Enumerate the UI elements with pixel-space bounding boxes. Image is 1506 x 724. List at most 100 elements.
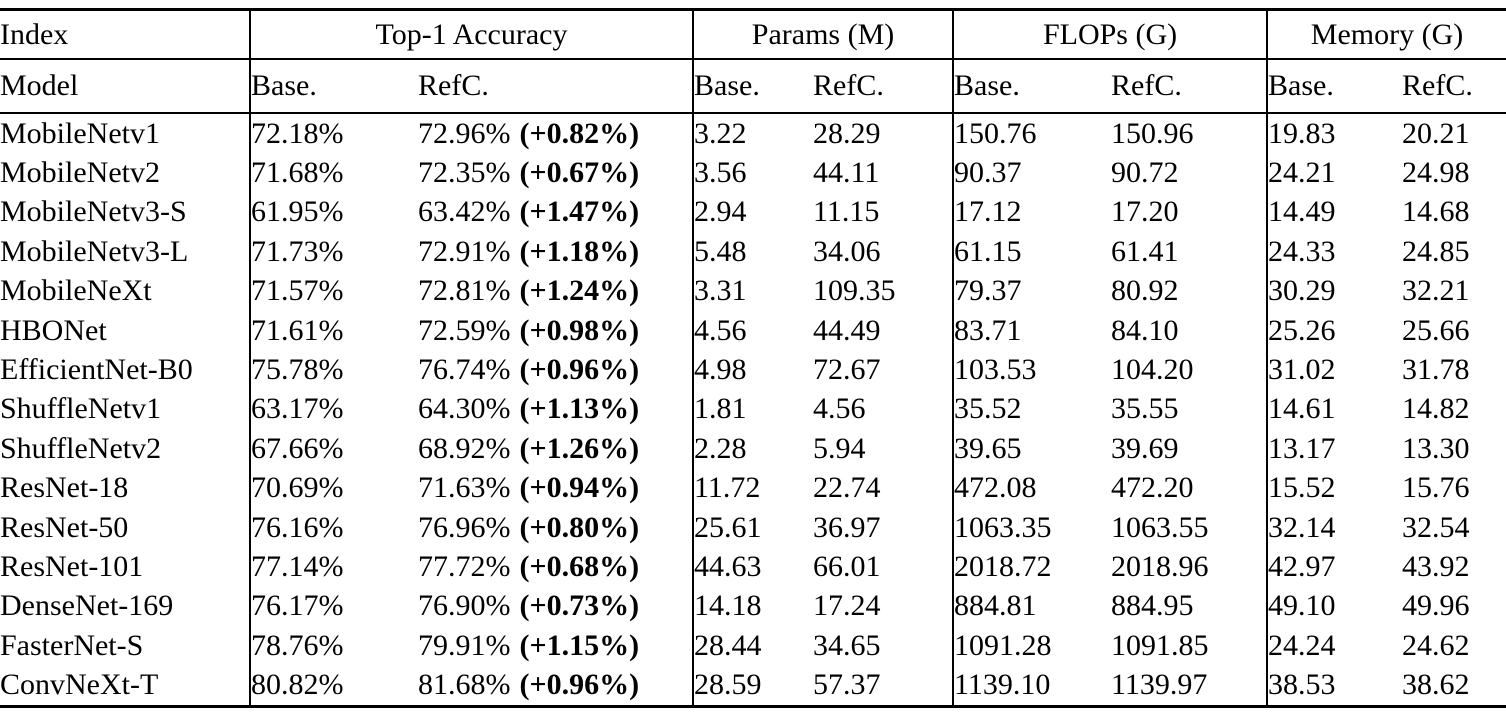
flops-base-cell: 79.37 [952,271,1112,311]
acc-gain: (+1.26%) [519,431,640,465]
acc-refc-value: 72.35% [418,156,511,190]
acc-refc-cell: 81.68% (+0.96%) [418,665,693,706]
flops-refc-cell: 2018.96 [1111,549,1209,583]
table-row: EfficientNet-B0 75.78% 76.74% (+0.96%) 4.… [0,350,1506,390]
acc-base-cell: 72.18% [249,113,418,154]
memory-refc-cell: 43.92 [1402,549,1470,583]
header-params-refc: RefC. [813,59,954,114]
acc-refc-cell: 72.96% (+0.82%) [418,113,693,153]
params-refc-cell: 44.49 [813,313,881,347]
acc-gain: (+1.15%) [519,628,640,662]
memory-refc-cell: 32.21 [1402,274,1470,308]
acc-refc-cell: 68.92% (+1.26%) [418,429,693,468]
header-index: Index [0,9,250,60]
memory-base-cell: 13.17 [1266,429,1403,469]
acc-base-cell: 76.16% [249,507,418,548]
flops-base-cell: 17.12 [952,192,1112,233]
params-base-cell: 3.56 [692,153,814,193]
header-params-base: Base. [692,59,814,114]
acc-base-cell: 67.66% [249,429,418,469]
acc-refc-cell: 76.74% (+0.96%) [418,350,693,389]
acc-gain: (+1.13%) [519,392,640,426]
acc-refc-value: 79.91% [418,628,511,662]
flops-base-cell: 90.37 [952,153,1112,193]
header-group-row: Index Top-1 Accuracy Params (M) FLOPs (G… [0,9,1506,60]
acc-gain: (+1.24%) [519,274,640,308]
table-row: FasterNet-S 78.76% 79.91% (+1.15%) 28.44 … [0,626,1506,666]
header-top1-refc: RefC. [418,59,694,114]
acc-refc-value: 76.74% [418,353,511,387]
acc-gain: (+1.47%) [519,195,640,229]
flops-base-cell: 472.08 [952,468,1112,508]
acc-gain: (+0.73%) [519,589,640,623]
acc-gain: (+0.96%) [519,668,640,702]
params-refc-cell: 44.11 [813,156,880,190]
memory-refc-cell: 25.66 [1402,313,1470,347]
params-base-cell: 4.98 [692,350,814,390]
acc-base-cell: 71.68% [249,153,418,193]
model-cell: ResNet-18 [0,471,129,505]
table-row: ResNet-101 77.14% 77.72% (+0.68%) 44.63 6… [0,547,1506,587]
acc-gain: (+0.96%) [519,353,640,387]
memory-refc-cell: 32.54 [1402,510,1470,544]
params-base-cell: 3.31 [692,271,814,311]
flops-base-cell: 1091.28 [952,626,1112,666]
memory-base-cell: 38.53 [1266,665,1403,707]
model-cell: ConvNeXt-T [0,668,159,702]
acc-refc-cell: 63.42% (+1.47%) [418,193,693,232]
flops-base-cell: 884.81 [952,586,1112,627]
acc-base-cell: 71.57% [249,271,418,311]
flops-refc-cell: 39.69 [1111,431,1179,465]
acc-refc-value: 81.68% [418,668,511,702]
params-refc-cell: 57.37 [813,668,881,702]
flops-refc-cell: 61.41 [1111,234,1179,268]
acc-refc-value: 76.96% [418,510,511,544]
acc-refc-cell: 79.91% (+1.15%) [418,626,693,665]
acc-refc-cell: 72.81% (+1.24%) [418,272,693,311]
params-refc-cell: 5.94 [813,431,866,465]
flops-base-cell: 1063.35 [952,507,1112,548]
params-base-cell: 25.61 [692,507,814,548]
flops-refc-cell: 35.55 [1111,392,1179,426]
acc-refc-value: 76.90% [418,589,511,623]
model-cell: ResNet-50 [0,510,129,544]
model-cell: DenseNet-169 [0,589,174,623]
memory-base-cell: 42.97 [1266,547,1403,587]
flops-base-cell: 35.52 [952,389,1112,430]
acc-refc-cell: 72.35% (+0.67%) [418,153,693,192]
memory-base-cell: 14.49 [1266,192,1403,233]
acc-base-cell: 63.17% [249,389,418,430]
header-top1-base: Base. [249,59,418,114]
flops-refc-cell: 17.20 [1111,195,1179,229]
acc-base-cell: 71.61% [249,310,418,351]
table-row: MobileNetv1 72.18% 72.96% (+0.82%) 3.22 2… [0,113,1506,154]
model-cell: MobileNetv3-L [0,234,189,268]
memory-base-cell: 32.14 [1266,507,1403,548]
table-row: HBONet 71.61% 72.59% (+0.98%) 4.56 44.49 … [0,310,1506,351]
acc-refc-value: 64.30% [418,392,511,426]
header-model: Model [0,59,250,114]
flops-refc-cell: 84.10 [1111,313,1179,347]
header-memory-base: Base. [1266,59,1403,114]
memory-refc-cell: 38.62 [1402,668,1470,702]
flops-base-cell: 83.71 [952,310,1112,351]
flops-refc-cell: 150.96 [1111,116,1194,150]
model-cell: FasterNet-S [0,628,144,662]
header-flops-refc: RefC. [1111,59,1268,114]
acc-gain: (+1.18%) [519,234,640,268]
memory-refc-cell: 49.96 [1402,589,1470,623]
table-row: MobileNeXt 71.57% 72.81% (+1.24%) 3.31 10… [0,271,1506,311]
table-row: DenseNet-169 76.17% 76.90% (+0.73%) 14.18… [0,586,1506,627]
acc-refc-value: 68.92% [418,431,511,465]
flops-base-cell: 2018.72 [952,547,1112,587]
params-base-cell: 11.72 [692,468,814,508]
flops-refc-cell: 884.95 [1111,589,1194,623]
params-refc-cell: 72.67 [813,353,881,387]
memory-base-cell: 31.02 [1266,350,1403,390]
table-row: MobileNetv3-L 71.73% 72.91% (+1.18%) 5.48… [0,232,1506,272]
flops-refc-cell: 80.92 [1111,274,1179,308]
params-base-cell: 2.94 [692,192,814,233]
header-params: Params (M) [692,9,954,60]
acc-base-cell: 80.82% [249,665,418,707]
